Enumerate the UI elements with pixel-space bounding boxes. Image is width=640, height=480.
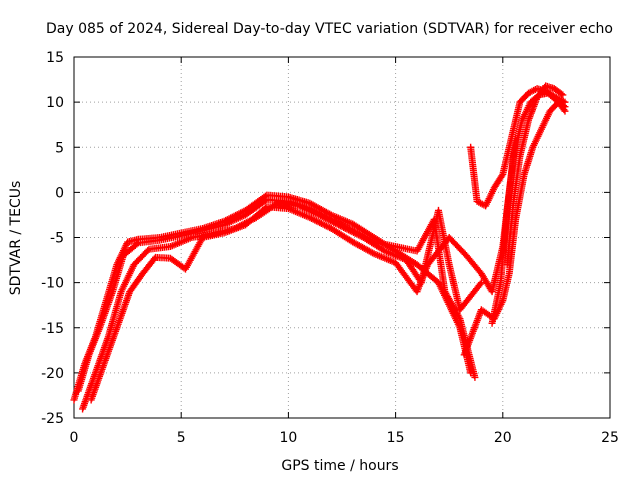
series-track-g [460, 98, 569, 359]
data-point [559, 91, 567, 99]
y-tick-label: 5 [55, 140, 64, 156]
data-point [561, 107, 569, 115]
axis-ticks: 0 5 10 15 20 25 -25 -20 -15 -10 -5 0 5 10 15 [41, 50, 619, 446]
data-point [133, 240, 141, 248]
data-point [262, 204, 270, 212]
data-points [70, 82, 569, 413]
data-point [261, 197, 269, 205]
data-point [560, 106, 568, 114]
chart-title: Day 085 of 2024, Sidereal Day-to-day VTE… [46, 21, 613, 37]
data-point [498, 172, 506, 180]
series-track-d [87, 134, 520, 404]
y-tick-label: -5 [50, 231, 64, 247]
data-point [150, 255, 158, 263]
y-tick-label: 0 [55, 185, 64, 201]
data-point [557, 90, 565, 98]
series-track-c [79, 199, 485, 413]
x-tick-label: 10 [279, 430, 297, 446]
x-tick-label: 15 [387, 430, 405, 446]
data-point [471, 373, 479, 381]
y-tick-label: 10 [46, 95, 64, 111]
y-tick-label: -10 [41, 276, 64, 292]
y-axis-label: SDTVAR / TECUs [8, 181, 24, 296]
x-tick-label: 25 [601, 430, 619, 446]
x-axis-label: GPS time / hours [281, 458, 398, 474]
x-tick-label: 20 [494, 430, 512, 446]
y-tick-label: 15 [46, 50, 64, 66]
data-point [476, 280, 484, 288]
data-point [477, 279, 485, 287]
x-tick-label: 0 [70, 430, 79, 446]
y-tick-label: -20 [41, 366, 64, 382]
series-track-b [74, 196, 479, 395]
series-track-h [503, 82, 567, 269]
y-tick-label: -15 [41, 321, 64, 337]
x-tick-label: 5 [177, 430, 186, 446]
y-tick-label: -25 [41, 411, 64, 427]
